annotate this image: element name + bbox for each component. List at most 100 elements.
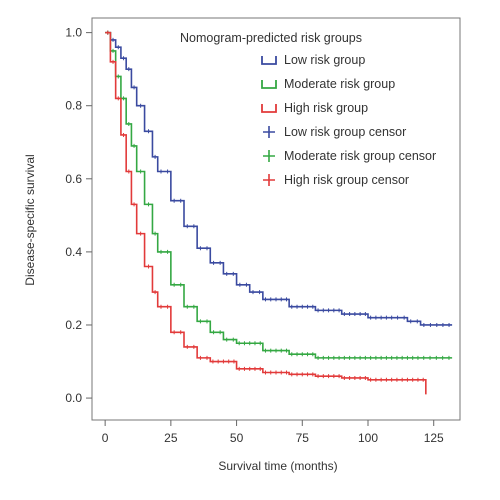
- moderate-risk-group-censor-mark: [434, 355, 439, 360]
- high-risk-group-censor-mark: [400, 377, 405, 382]
- moderate-risk-group-legend-label: Moderate risk group: [284, 77, 395, 91]
- moderate-risk-group-censor-mark: [389, 355, 394, 360]
- moderate-risk-group-censor-mark: [263, 348, 268, 353]
- low-risk-group-censor-mark: [268, 297, 273, 302]
- moderate-risk-group-censor-mark: [446, 355, 451, 360]
- x-tick-label: 75: [296, 431, 310, 445]
- high-risk-group-censor-mark: [205, 355, 209, 360]
- high-risk-group-legend-label: High risk group: [284, 101, 368, 115]
- y-tick-label: 0.2: [65, 318, 82, 332]
- moderate-risk-group-censor-mark: [224, 337, 229, 342]
- moderate-risk-group-censor-mark: [363, 355, 368, 360]
- high-risk-group-censor-mark: [305, 372, 310, 377]
- moderate-risk-group-censor-mark: [305, 352, 310, 357]
- low-risk-group-legend-label: Low risk group: [284, 53, 365, 67]
- high-risk-group-censor-mark: [394, 377, 399, 382]
- legend-title: Nomogram-predicted risk groups: [180, 31, 362, 45]
- high-risk-group-censor-mark: [231, 359, 236, 364]
- moderate-risk-group-censor-mark: [337, 355, 342, 360]
- moderate-risk-group-censor-mark: [295, 352, 300, 357]
- x-axis-label: Survival time (months): [218, 459, 337, 473]
- high-risk-group-censor-mark: [237, 366, 242, 371]
- low-risk-group-censor-mark: [244, 282, 249, 287]
- high-risk-group-censor-mark: [373, 377, 378, 382]
- moderate-risk-group-censor-mark: [421, 355, 426, 360]
- high-risk-group-censor-mark: [105, 30, 110, 35]
- low-risk-group-censor-mark: [116, 45, 121, 50]
- moderate-risk-group-censor-mark: [159, 249, 163, 254]
- x-tick-label: 100: [358, 431, 378, 445]
- high-risk-group-censor-mark: [178, 330, 183, 335]
- low-risk-group-censor-mark: [111, 37, 116, 42]
- moderate-risk-group-censor-mark: [231, 337, 236, 342]
- moderate-risk-group-censor-mark: [126, 121, 131, 126]
- low-risk-group-censor-mark: [379, 315, 384, 320]
- y-tick-label: 1.0: [65, 26, 82, 40]
- high-risk-group-censor-mark: [274, 370, 278, 375]
- moderate-risk-group-censor-mark: [358, 355, 363, 360]
- low-risk-group-censor-mark: [185, 224, 190, 229]
- high-risk-group-censor-mark: [165, 304, 170, 309]
- y-tick-label: 0.8: [65, 99, 82, 113]
- low-risk-group-censor-mark: [402, 315, 407, 320]
- high-risk-group-legend-swatch: [261, 104, 277, 113]
- moderate-risk-group-censor-mark: [146, 202, 151, 207]
- low-risk-group-censor-mark: [274, 297, 278, 302]
- moderate-risk-group-censor-mark: [410, 355, 415, 360]
- moderate-risk-group-censor-mark: [205, 319, 209, 324]
- moderate-risk-group-censor-mark: [198, 319, 203, 324]
- low-risk-group-censor-mark: [138, 103, 143, 108]
- moderate-risk-group-censor-mark: [300, 352, 305, 357]
- high-risk-group-censor-mark: [132, 202, 137, 207]
- moderate-risk-group-censor-mark: [165, 249, 170, 254]
- high-risk-group-censor-mark: [342, 375, 347, 380]
- high-risk-group-censor-mark: [126, 169, 131, 174]
- low-risk-group-censor-mark: [326, 308, 331, 313]
- low-risk-group-censor-mark: [165, 169, 170, 174]
- high-risk-group-censor-mark: [368, 377, 373, 382]
- x-axis: 0 25 50 75 100 125: [102, 420, 444, 445]
- plot-frame: [91, 17, 461, 421]
- high-risk-group-censor-mark: [172, 330, 177, 335]
- moderate-risk-group-censor-mark: [326, 355, 331, 360]
- high-risk-group-censor-mark: [384, 377, 389, 382]
- low-risk-group-censor-mark: [300, 304, 305, 309]
- moderate-risk-group-censor-mark: [116, 74, 121, 79]
- high-risk-group-censor-mark: [284, 370, 289, 375]
- low-risk-group-censor-mark: [305, 304, 310, 309]
- high-risk-group-censor-mark: [146, 264, 151, 269]
- plot-area: [105, 30, 453, 395]
- moderate-risk-group-censor-legend-label: Moderate risk group censor: [284, 149, 436, 163]
- moderate-risk-group-censor-mark: [384, 355, 389, 360]
- moderate-risk-group-censor-mark: [347, 355, 352, 360]
- legend: Nomogram-predicted risk groups Low risk …: [180, 31, 436, 187]
- low-risk-group-censor-mark: [295, 304, 300, 309]
- low-risk-group-censor-mark: [172, 198, 177, 203]
- moderate-risk-group-censor-mark: [373, 355, 378, 360]
- low-risk-group-censor-mark: [263, 297, 268, 302]
- low-risk-group-censor-mark: [205, 246, 209, 251]
- low-risk-group-censor-legend-label: Low risk group censor: [284, 125, 406, 139]
- moderate-risk-group-curve: [105, 31, 453, 359]
- moderate-risk-group-censor-mark: [400, 355, 405, 360]
- low-risk-group-censor-mark: [408, 319, 413, 324]
- low-risk-group-censor-mark: [321, 308, 326, 313]
- low-risk-group-censor-mark: [153, 154, 158, 159]
- y-tick-label: 0.4: [65, 245, 82, 259]
- moderate-risk-group-censor-mark: [289, 352, 294, 357]
- low-risk-group-censor-mark: [337, 308, 342, 313]
- low-risk-group-censor-mark: [257, 290, 262, 295]
- moderate-risk-group-censor-mark: [247, 341, 252, 346]
- moderate-risk-group-censor-mark: [268, 348, 273, 353]
- low-risk-group-censor-mark: [132, 85, 137, 90]
- low-risk-group-censor-mark: [440, 322, 445, 327]
- moderate-risk-group-censor-mark: [316, 355, 321, 360]
- high-risk-group-censor-mark: [347, 375, 352, 380]
- high-risk-group-censor-mark: [116, 96, 121, 101]
- low-risk-group-censor-mark: [352, 312, 357, 317]
- high-risk-group-censor-mark: [337, 374, 342, 379]
- x-tick-label: 125: [424, 431, 444, 445]
- low-risk-group-censor-mark: [347, 312, 352, 317]
- low-risk-group-censor-mark: [342, 312, 347, 317]
